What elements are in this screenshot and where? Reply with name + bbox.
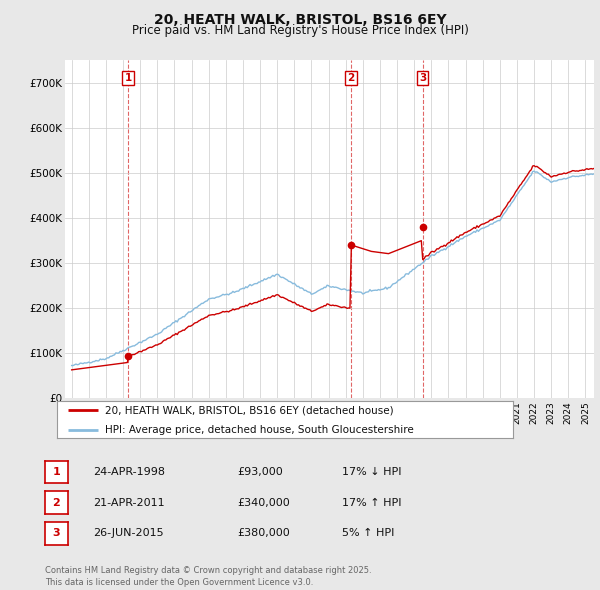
Text: 3: 3 xyxy=(419,73,427,83)
Text: 20, HEATH WALK, BRISTOL, BS16 6EY: 20, HEATH WALK, BRISTOL, BS16 6EY xyxy=(154,13,446,27)
Text: Price paid vs. HM Land Registry's House Price Index (HPI): Price paid vs. HM Land Registry's House … xyxy=(131,24,469,37)
Text: 21-APR-2011: 21-APR-2011 xyxy=(93,498,164,507)
Text: HPI: Average price, detached house, South Gloucestershire: HPI: Average price, detached house, Sout… xyxy=(105,425,413,435)
Text: £380,000: £380,000 xyxy=(237,529,290,538)
Text: Contains HM Land Registry data © Crown copyright and database right 2025.
This d: Contains HM Land Registry data © Crown c… xyxy=(45,566,371,587)
Text: 20, HEATH WALK, BRISTOL, BS16 6EY (detached house): 20, HEATH WALK, BRISTOL, BS16 6EY (detac… xyxy=(105,405,394,415)
Text: 5% ↑ HPI: 5% ↑ HPI xyxy=(342,529,394,538)
Text: 17% ↓ HPI: 17% ↓ HPI xyxy=(342,467,401,477)
Text: 17% ↑ HPI: 17% ↑ HPI xyxy=(342,498,401,507)
Text: £340,000: £340,000 xyxy=(237,498,290,507)
Text: 26-JUN-2015: 26-JUN-2015 xyxy=(93,529,164,538)
Text: 24-APR-1998: 24-APR-1998 xyxy=(93,467,165,477)
Text: 2: 2 xyxy=(53,498,60,507)
Text: 3: 3 xyxy=(53,529,60,538)
Text: £93,000: £93,000 xyxy=(237,467,283,477)
Text: 2: 2 xyxy=(347,73,355,83)
Text: 1: 1 xyxy=(125,73,132,83)
Text: 1: 1 xyxy=(53,467,60,477)
